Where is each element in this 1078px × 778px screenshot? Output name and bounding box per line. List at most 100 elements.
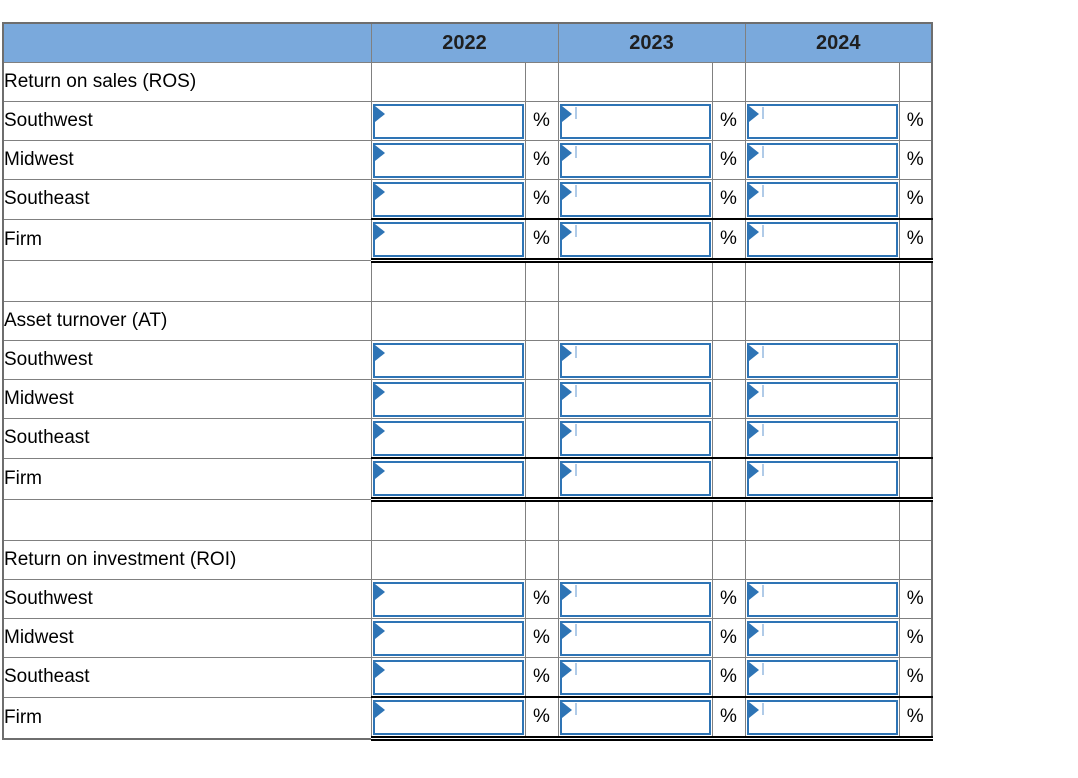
percent-label: % <box>898 179 933 220</box>
input-ros-firm-2022[interactable] <box>372 222 524 256</box>
row-label-southeast: Southeast <box>2 418 372 459</box>
input-flag-icon <box>748 463 759 479</box>
input-flag-icon <box>374 702 385 718</box>
input-flag-icon <box>748 106 759 122</box>
caret-mark <box>574 585 577 597</box>
input-at-midwest-2023[interactable] <box>559 382 711 417</box>
input-ros-southwest-2024[interactable] <box>746 104 898 139</box>
table-row-ros-firm: Firm % % % <box>2 218 933 263</box>
percent-label: % <box>898 696 933 741</box>
input-roi-southeast-2022[interactable] <box>372 660 524 695</box>
input-flag-icon <box>561 184 572 200</box>
percent-label: % <box>711 218 746 263</box>
percent-label: % <box>711 179 746 220</box>
input-flag-icon <box>374 463 385 479</box>
caret-mark <box>574 185 577 197</box>
input-flag-icon <box>561 584 572 600</box>
input-roi-southwest-2023[interactable] <box>559 582 711 617</box>
percent-label: % <box>524 696 559 741</box>
input-at-southeast-2023[interactable] <box>559 421 711 456</box>
input-ros-midwest-2024[interactable] <box>746 143 898 178</box>
section-title-ros: Return on sales (ROS) <box>2 62 372 102</box>
percent-label: % <box>711 696 746 741</box>
input-flag-icon <box>748 662 759 678</box>
input-roi-southwest-2024[interactable] <box>746 582 898 617</box>
input-roi-midwest-2023[interactable] <box>559 621 711 656</box>
table-row-roi-southwest: Southwest % % % <box>2 579 933 619</box>
section-title-row-ros: Return on sales (ROS) <box>2 62 933 102</box>
input-flag-icon <box>374 106 385 122</box>
input-flag-icon <box>374 623 385 639</box>
input-at-southeast-2024[interactable] <box>746 421 898 456</box>
table-row-at-southwest: Southwest <box>2 340 933 380</box>
input-ros-southeast-2023[interactable] <box>559 182 711 217</box>
table-row-ros-southeast: Southeast % % % <box>2 179 933 220</box>
input-at-midwest-2022[interactable] <box>372 382 524 417</box>
input-flag-icon <box>561 224 572 240</box>
year-header-2022: 2022 <box>370 22 559 63</box>
input-flag-icon <box>748 623 759 639</box>
input-ros-southeast-2024[interactable] <box>746 182 898 217</box>
input-ros-firm-2023[interactable] <box>559 222 711 256</box>
input-at-firm-2023[interactable] <box>559 461 711 495</box>
input-at-southwest-2024[interactable] <box>746 343 898 378</box>
caret-mark <box>761 146 764 158</box>
input-at-southwest-2022[interactable] <box>372 343 524 378</box>
caret-mark <box>761 464 764 476</box>
input-ros-midwest-2023[interactable] <box>559 143 711 178</box>
table-row-roi-southeast: Southeast % % % <box>2 657 933 698</box>
input-at-southwest-2023[interactable] <box>559 343 711 378</box>
caret-mark <box>761 663 764 675</box>
caret-mark <box>574 703 577 715</box>
input-roi-southeast-2023[interactable] <box>559 660 711 695</box>
input-flag-icon <box>748 584 759 600</box>
input-at-firm-2022[interactable] <box>372 461 524 495</box>
caret-mark <box>761 424 764 436</box>
input-ros-southwest-2022[interactable] <box>372 104 524 139</box>
input-ros-midwest-2022[interactable] <box>372 143 524 178</box>
percent-label: % <box>898 657 933 698</box>
row-label-southeast: Southeast <box>2 657 372 698</box>
caret-mark <box>761 107 764 119</box>
year-header-2023: 2023 <box>557 22 746 63</box>
percent-label: % <box>711 140 746 180</box>
input-flag-icon <box>561 384 572 400</box>
input-roi-southeast-2024[interactable] <box>746 660 898 695</box>
percent-label: % <box>524 618 559 658</box>
percent-label: % <box>711 657 746 698</box>
section-title-at: Asset turnover (AT) <box>2 301 372 341</box>
input-flag-icon <box>748 345 759 361</box>
input-flag-icon <box>748 423 759 439</box>
section-title-roi: Return on investment (ROI) <box>2 540 372 580</box>
input-flag-icon <box>748 384 759 400</box>
input-roi-southwest-2022[interactable] <box>372 582 524 617</box>
input-roi-firm-2022[interactable] <box>372 700 524 734</box>
input-at-firm-2024[interactable] <box>746 461 898 495</box>
input-ros-southeast-2022[interactable] <box>372 182 524 217</box>
caret-mark <box>761 346 764 358</box>
input-roi-firm-2023[interactable] <box>559 700 711 734</box>
caret-mark <box>574 225 577 237</box>
input-ros-southwest-2023[interactable] <box>559 104 711 139</box>
row-label-midwest: Midwest <box>2 140 372 180</box>
input-ros-firm-2024[interactable] <box>746 222 898 256</box>
input-roi-midwest-2024[interactable] <box>746 621 898 656</box>
caret-mark <box>574 663 577 675</box>
row-label-southeast: Southeast <box>2 179 372 220</box>
input-at-southeast-2022[interactable] <box>372 421 524 456</box>
section-title-row-roi: Return on investment (ROI) <box>2 540 933 580</box>
input-flag-icon <box>374 224 385 240</box>
input-roi-midwest-2022[interactable] <box>372 621 524 656</box>
input-at-midwest-2024[interactable] <box>746 382 898 417</box>
input-flag-icon <box>561 145 572 161</box>
input-flag-icon <box>561 702 572 718</box>
table-row-at-midwest: Midwest <box>2 379 933 419</box>
row-label-firm: Firm <box>2 457 372 500</box>
input-roi-firm-2024[interactable] <box>746 700 898 734</box>
input-flag-icon <box>561 423 572 439</box>
percent-label: % <box>711 579 746 619</box>
spacer-row <box>2 499 933 541</box>
caret-mark <box>574 424 577 436</box>
input-flag-icon <box>374 584 385 600</box>
